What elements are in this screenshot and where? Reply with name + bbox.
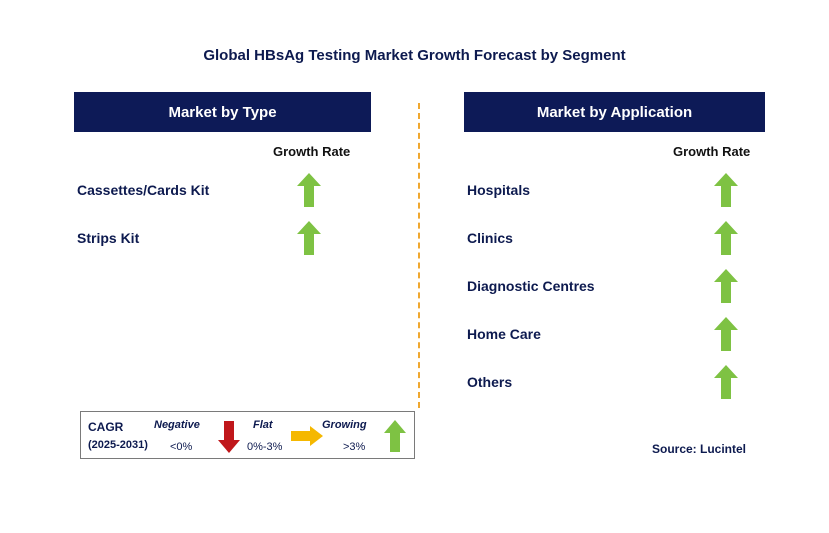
legend-flat-label: Flat — [253, 419, 273, 431]
type-item-cassettes-cards-kit: Cassettes/Cards Kit — [77, 182, 210, 198]
legend-negative-range: <0% — [170, 441, 193, 453]
market-by-application-header-label: Market by Application — [536, 103, 693, 121]
legend-growing-label: Growing — [322, 419, 367, 431]
market-by-application-header: Market by Application — [464, 92, 765, 132]
growing-arrow-icon — [714, 173, 738, 207]
growing-arrow-icon — [714, 317, 738, 351]
legend-negative-label: Negative — [154, 419, 200, 431]
application-item-others: Others — [467, 374, 513, 390]
application-item-clinics: Clinics — [467, 230, 513, 246]
application-growth-rate-label: Growth Rate — [673, 144, 751, 159]
type-growth-rate-label: Growth Rate — [273, 144, 351, 159]
cagr-legend: CAGR (2025-2031) Negative <0% Flat 0%-3%… — [80, 411, 415, 459]
growing-arrow-icon — [714, 365, 738, 399]
legend-cagr-label: CAGR — [88, 420, 124, 434]
legend-flat-range: 0%-3% — [247, 441, 283, 453]
legend-growing-range: >3% — [343, 441, 366, 453]
yellow-right-arrow-icon — [291, 426, 323, 446]
legend-period: (2025-2031) — [88, 439, 148, 451]
panel-divider — [418, 103, 420, 408]
market-by-type-header: Market by Type — [74, 92, 371, 132]
source-note: Source: Lucintel — [652, 442, 747, 456]
red-down-arrow-icon — [218, 421, 240, 453]
growing-arrow-icon — [714, 221, 738, 255]
growing-arrow-icon — [714, 269, 738, 303]
growing-arrow-icon — [297, 173, 321, 207]
application-item-diagnostic-centres: Diagnostic Centres — [467, 278, 595, 294]
market-by-type-header-label: Market by Type — [168, 103, 277, 121]
type-item-strips-kit: Strips Kit — [77, 230, 140, 246]
green-up-arrow-icon — [384, 420, 406, 452]
growing-arrow-icon — [297, 221, 321, 255]
chart-title: Global HBsAg Testing Market Growth Forec… — [203, 47, 626, 64]
application-item-hospitals: Hospitals — [467, 182, 531, 198]
application-item-home-care: Home Care — [467, 326, 541, 342]
